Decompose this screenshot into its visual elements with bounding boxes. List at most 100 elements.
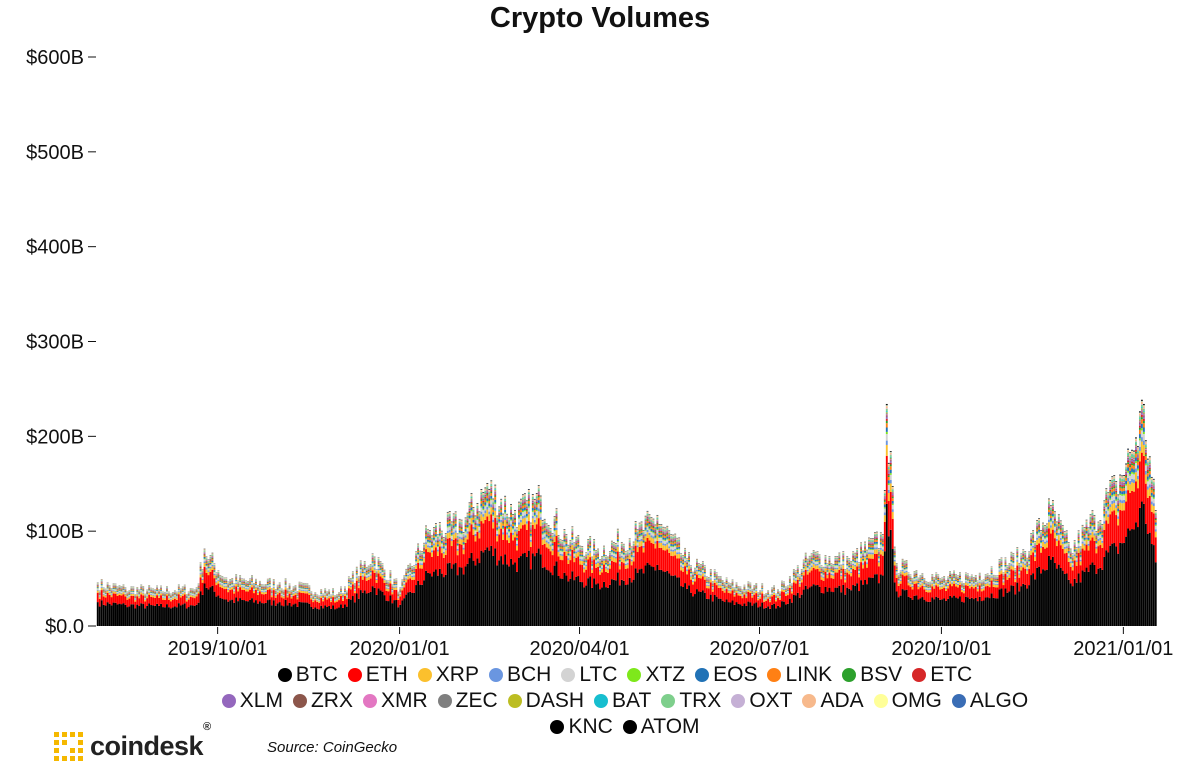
bar-segment-btc <box>126 607 129 626</box>
bar-stack <box>492 498 495 626</box>
bar-segment-link <box>290 593 293 594</box>
bar-segment-eos <box>502 525 505 528</box>
bar-segment-xrp <box>484 513 487 520</box>
bar-segment-xrp <box>345 597 348 600</box>
bar-segment-xtz <box>466 527 469 529</box>
bar-segment-bch <box>116 593 119 594</box>
bar-segment-ada <box>466 513 469 516</box>
bar-segment-btc <box>195 604 198 626</box>
bar-segment-bat <box>476 507 479 508</box>
bar-segment-etc <box>450 528 453 530</box>
bar-segment-link <box>429 538 431 541</box>
bar-segment-xrp <box>476 525 479 532</box>
bar-segment-eos <box>217 576 220 578</box>
bar-stack <box>132 586 135 626</box>
bar-segment-link <box>112 587 115 588</box>
bar-segment-trx <box>494 487 497 490</box>
bar-segment-link <box>197 587 200 589</box>
bar-stack <box>239 575 242 626</box>
bar-segment-ltc <box>492 515 495 520</box>
bar-segment-btc <box>140 603 143 626</box>
bar-segment-btc <box>108 603 111 626</box>
bar-segment-etc <box>363 565 366 567</box>
bar-segment-xrp <box>480 514 483 522</box>
bar-segment-bat <box>496 519 499 520</box>
bar-segment-ltc <box>96 588 99 590</box>
bar-segment-eos <box>122 588 125 590</box>
bar-segment-bch <box>347 584 350 586</box>
bar-stack <box>207 559 210 626</box>
bar-segment-eth <box>345 599 348 607</box>
bar-segment-eos <box>413 571 416 574</box>
bar-segment-bat <box>494 489 497 490</box>
bar-stack <box>446 511 449 626</box>
bar-segment-eth <box>181 595 184 605</box>
bar-segment-bch <box>114 590 117 592</box>
bar-segment-bsv <box>438 530 441 532</box>
bar-segment-ltc <box>233 589 236 591</box>
bar-segment-etc <box>500 507 503 509</box>
bar-segment-bch <box>316 599 319 601</box>
bar-stack <box>225 577 228 626</box>
bar-segment-bsv <box>423 549 425 551</box>
bar-segment-link <box>375 574 378 576</box>
bar-segment-ltc <box>132 592 135 594</box>
bar-segment-eos <box>181 590 184 592</box>
bar-segment-trx <box>460 522 463 524</box>
bar-segment-btc <box>276 603 279 626</box>
bar-segment-xlm <box>466 519 469 521</box>
bar-segment-xmr <box>496 520 499 522</box>
bar-segment-ada <box>427 530 429 532</box>
bar-segment-eth <box>183 594 186 604</box>
bar-segment-etc <box>448 518 451 520</box>
bar-stack <box>427 529 429 626</box>
bar-segment-link <box>106 586 109 588</box>
bar-segment-bat <box>492 502 495 504</box>
bar-segment-ltc <box>205 566 208 569</box>
bar-segment-bch <box>353 590 356 591</box>
bar-segment-eth <box>142 595 145 605</box>
bar-stack <box>245 580 247 626</box>
bar-segment-ltc <box>434 537 437 541</box>
bar-segment-eos <box>189 592 192 593</box>
bar-segment-bsv <box>351 575 354 577</box>
bar-stack <box>438 522 441 626</box>
bar-segment-btc <box>138 606 141 626</box>
bar-segment-bch <box>260 591 263 593</box>
bar-segment-eos <box>458 530 461 533</box>
bar-stack <box>102 587 105 626</box>
bar-segment-btc <box>189 605 192 626</box>
bar-segment-ada <box>444 534 447 535</box>
bar-segment-link <box>417 550 420 553</box>
bar-segment-eth <box>288 593 291 603</box>
bar-segment-eos <box>369 570 372 572</box>
bar-stack <box>308 585 311 626</box>
bar-segment-xrp <box>421 564 423 569</box>
bar-segment-xlm <box>239 578 242 579</box>
bar-stack <box>312 594 315 626</box>
bar-segment-btc <box>310 606 313 626</box>
bar-segment-btc <box>237 601 240 626</box>
bar-segment-bsv <box>452 522 455 524</box>
bar-segment-btc <box>486 547 489 626</box>
bar-segment-btc <box>452 564 455 626</box>
bar-segment-btc <box>191 605 194 626</box>
bar-segment-xrp <box>134 600 137 602</box>
bar-segment-eos <box>488 503 491 507</box>
bar-segment-ltc <box>138 594 141 596</box>
x-axis: 2019/10/01 2020/01/01 2020/04/01 2020/07/01… <box>168 627 1173 660</box>
bar-segment-ltc <box>484 506 487 511</box>
bar-segment-xlm <box>201 572 204 574</box>
bar-segment-bch <box>401 587 404 589</box>
bar-segment-bch <box>470 515 473 518</box>
bar-segment-btc <box>225 599 228 626</box>
bar-segment-eos <box>235 579 238 581</box>
bar-segment-bch <box>452 532 455 535</box>
bar-segment-etc <box>492 507 495 509</box>
bar-segment-eos <box>264 588 267 590</box>
bar-segment-link <box>490 493 493 496</box>
bar-segment-link <box>150 591 153 592</box>
bar-segment-eos <box>442 546 445 549</box>
bar-segment-etc <box>211 557 214 559</box>
bar-segment-ltc <box>349 584 352 586</box>
